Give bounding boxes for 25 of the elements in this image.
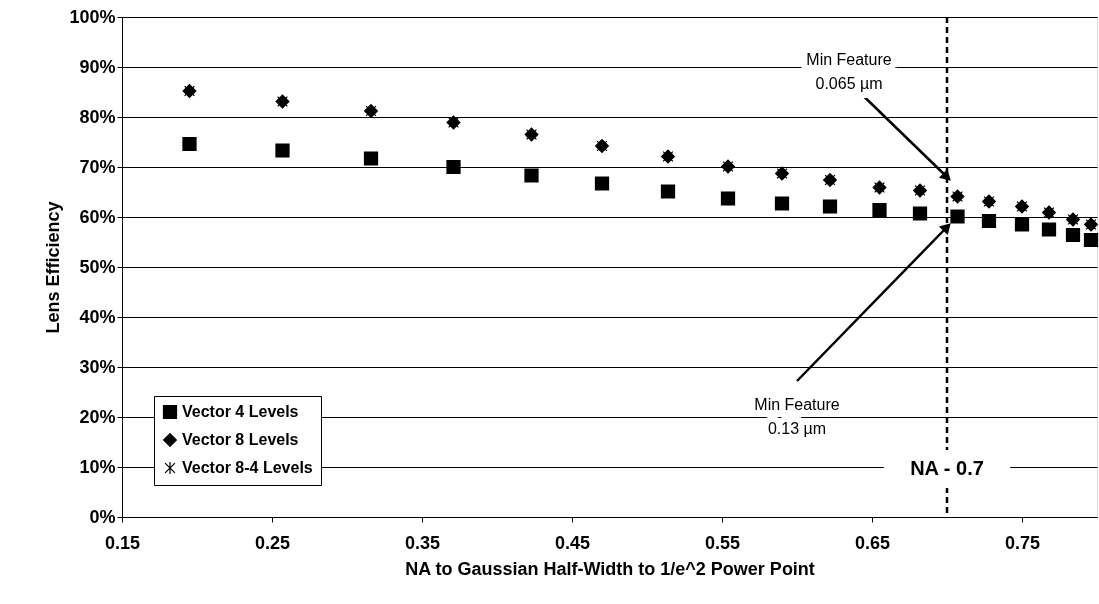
y-tick-label: 0%: [89, 506, 116, 527]
annotation: Min Feature 0.13 µm: [754, 396, 840, 437]
x-tick-label: 0.45: [554, 532, 591, 553]
y-tick-label: 80%: [79, 106, 116, 127]
legend-label: Vector 4 Levels: [182, 403, 299, 420]
y-tick-label: 40%: [79, 306, 116, 327]
x-axis-title: NA to Gaussian Half-Width to 1/e^2 Power Point: [405, 558, 815, 579]
y-tick-label: 70%: [79, 156, 116, 177]
ref-line-label: NA - 0.7: [910, 457, 984, 479]
y-tick-label: 10%: [79, 456, 116, 477]
x-tick-label: 0.25: [254, 532, 291, 553]
y-tick-label: 90%: [79, 56, 116, 77]
x-tick-label: 0.15: [104, 532, 141, 553]
legend-label: Vector 8-4 Levels: [182, 459, 313, 476]
x-tick-label: 0.35: [404, 532, 441, 553]
y-tick-label: 30%: [79, 356, 116, 377]
x-tick-label: 0.55: [704, 532, 741, 553]
y-tick-label: 100%: [69, 6, 116, 27]
x-tick-label: 0.65: [854, 532, 891, 553]
legend-label: Vector 8 Levels: [182, 431, 299, 448]
y-axis-title: Lens Efficiency: [43, 201, 64, 334]
y-tick-label: 50%: [79, 256, 116, 277]
x-tick-label: 0.75: [1004, 532, 1041, 553]
y-tick-label: 60%: [79, 206, 116, 227]
y-tick-label: 20%: [79, 406, 116, 427]
